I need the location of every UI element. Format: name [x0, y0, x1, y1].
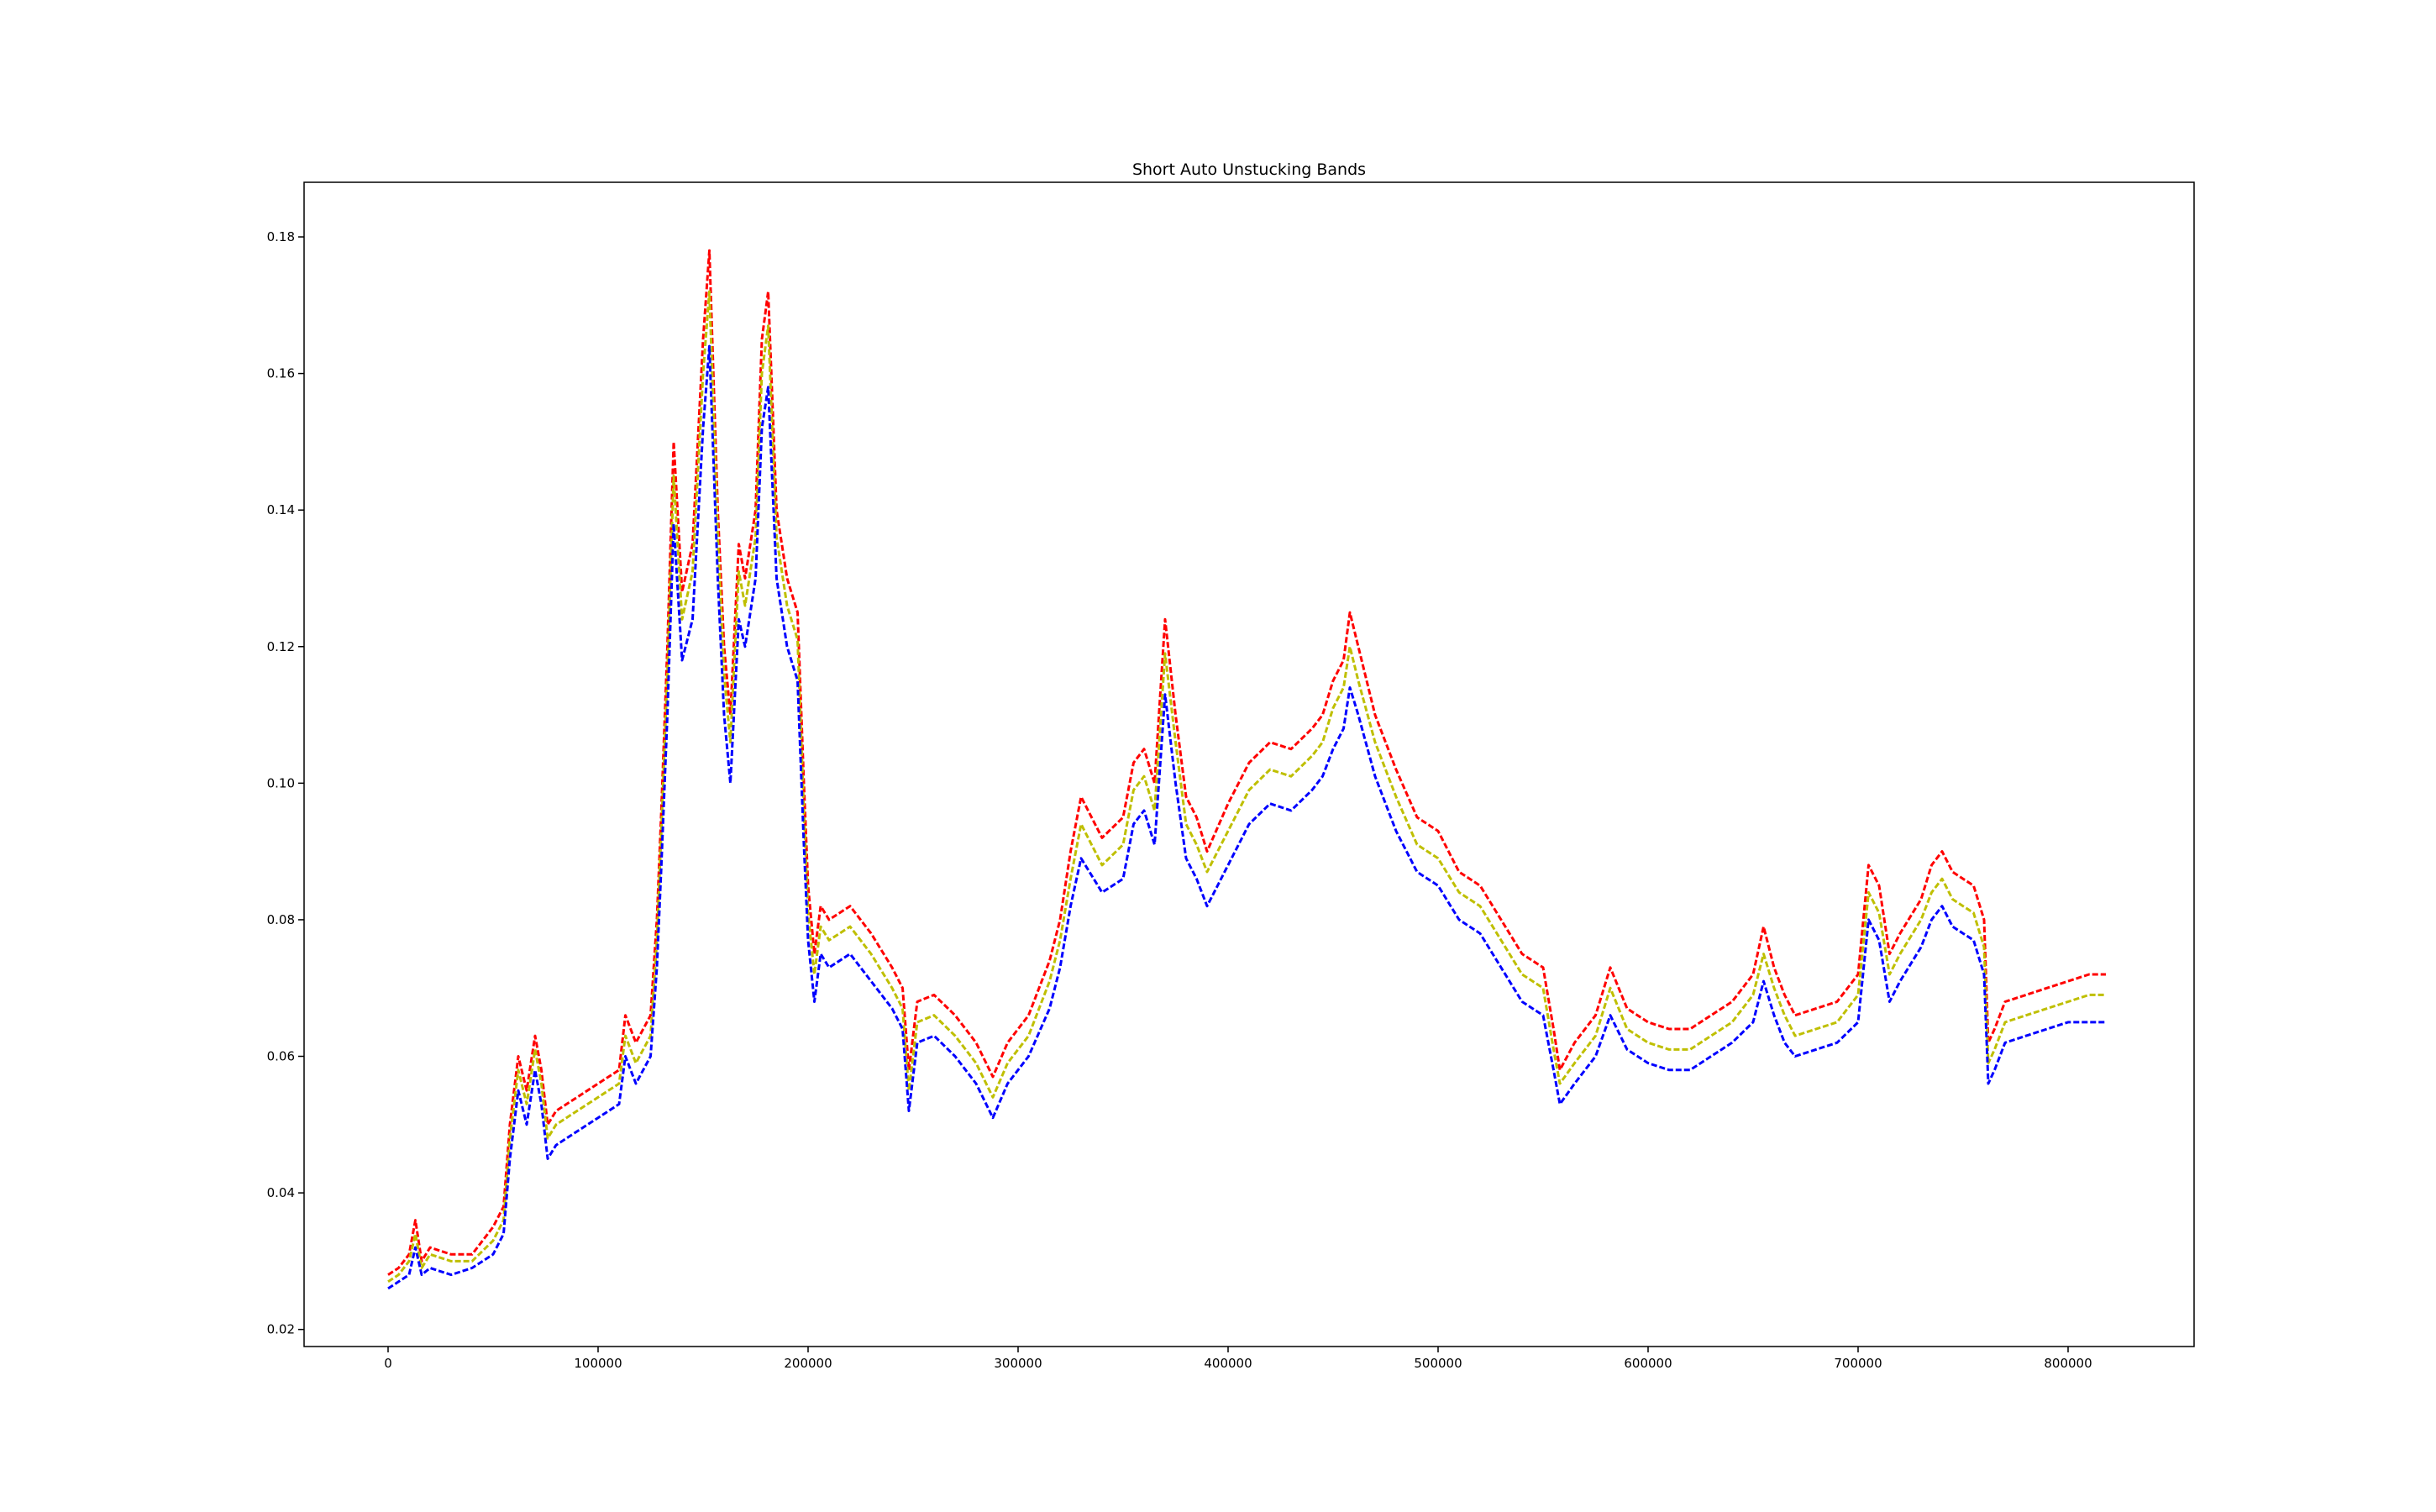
y-tick-label: 0.08 [267, 912, 295, 927]
x-tick-label: 400000 [1204, 1356, 1252, 1371]
series-line-lower [387, 344, 2106, 1290]
x-tick-label: 100000 [574, 1356, 622, 1371]
x-tick-label: 600000 [1624, 1356, 1672, 1371]
x-tick-label: 800000 [2044, 1356, 2092, 1371]
series-line-middle [387, 290, 2106, 1284]
chart-title: Short Auto Unstucking Bands [1132, 160, 1366, 179]
x-tick-label: 0 [384, 1356, 392, 1371]
y-tick-label: 0.18 [267, 229, 295, 244]
y-axis: 0.02 0.04 0.06 0.08 0.10 0.12 0.14 0.16 0.18 [267, 229, 304, 1337]
x-tick-label: 300000 [994, 1356, 1042, 1371]
y-tick-label: 0.12 [267, 639, 295, 654]
y-tick-label: 0.04 [267, 1185, 295, 1200]
x-tick-label: 500000 [1414, 1356, 1462, 1371]
y-tick-label: 0.06 [267, 1049, 295, 1064]
plot-area-frame [303, 181, 2195, 1347]
x-axis: 0 100000 200000 300000 400000 500000 600000 700… [384, 1347, 2092, 1371]
x-tick-label: 700000 [1834, 1356, 1882, 1371]
y-tick-label: 0.14 [267, 502, 295, 517]
y-tick-label: 0.02 [267, 1322, 295, 1337]
series-line-upper [387, 249, 2106, 1276]
series-layer [387, 249, 2106, 1290]
y-tick-label: 0.10 [267, 775, 295, 790]
x-tick-label: 200000 [784, 1356, 832, 1371]
y-tick-label: 0.16 [267, 366, 295, 381]
